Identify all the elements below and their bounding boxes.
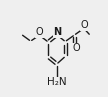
Text: O: O <box>80 20 88 30</box>
Text: O: O <box>73 43 81 53</box>
Text: N: N <box>53 27 61 37</box>
Text: H₂N: H₂N <box>47 77 66 87</box>
Text: O: O <box>36 27 44 37</box>
